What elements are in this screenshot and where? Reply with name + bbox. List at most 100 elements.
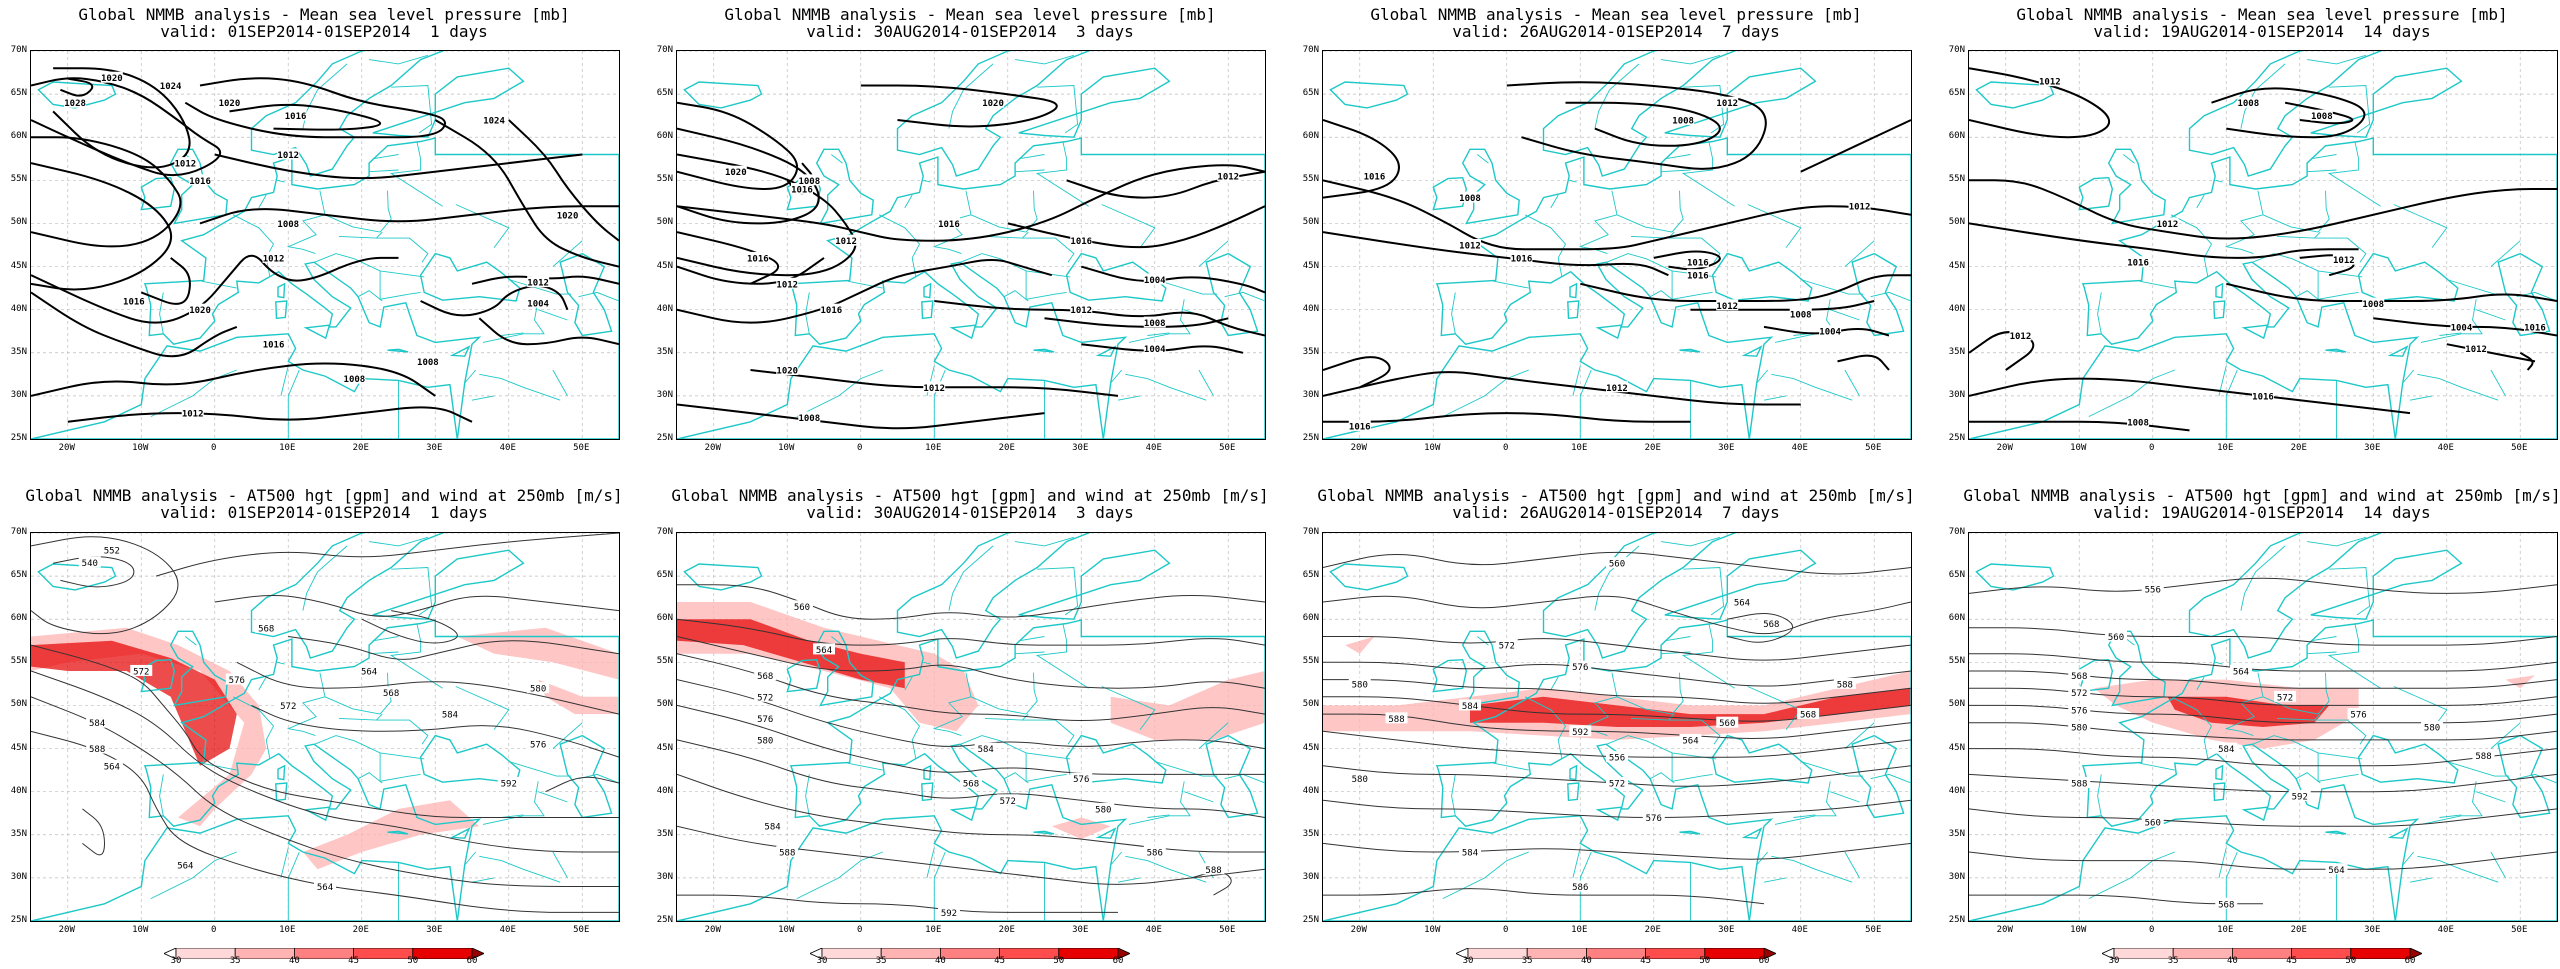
country-border [2417, 373, 2499, 401]
country-border [1763, 395, 1787, 401]
latitude-label: 40N [656, 303, 673, 314]
z500-panel: Global NMMB analysis - AT500 hgt [gpm] a… [1292, 0, 1940, 966]
country-border [2170, 214, 2213, 277]
isobar-line [1653, 250, 1721, 271]
latitude-label: 55N [1948, 174, 1965, 185]
contour-label-bg [1459, 239, 1481, 250]
height-contour-label: 588 [779, 849, 795, 859]
country-border [552, 851, 568, 879]
isobar-label: 1012 [776, 280, 798, 290]
contour-label-bg [1716, 96, 1739, 108]
coastline [2215, 764, 2224, 781]
isobar-label: 1008 [1790, 310, 1812, 320]
country-border [464, 369, 477, 384]
country-border [1025, 672, 1038, 715]
country-border [578, 291, 619, 302]
latitude-label: 50N [1948, 699, 1965, 710]
longitude-label: 0 [857, 443, 863, 453]
country-border [1035, 623, 1089, 689]
isobar-label: 1004 [527, 299, 549, 309]
coastline [169, 148, 228, 225]
country-border [847, 280, 883, 289]
coastline [1542, 51, 1737, 177]
colorbar-label: 35 [2167, 956, 2179, 966]
isobar-label: 1020 [219, 99, 241, 109]
longitude-label: 50E [1219, 443, 1236, 453]
country-border [2215, 179, 2223, 183]
longitude-label: 40E [2437, 925, 2454, 935]
longitude-label: 20E [998, 925, 1015, 935]
latitude-label: 40N [656, 785, 673, 796]
panel-title: Global NMMB analysis - AT500 hgt [gpm] a… [671, 486, 1269, 505]
contour-label-bg [2472, 749, 2495, 761]
panel-valid-period: valid: 01SEP2014-01SEP2014 1 days [160, 503, 488, 522]
country-border [1128, 781, 1191, 825]
height-contour-label: 592 [2292, 792, 2308, 802]
contour-label-bg [1686, 256, 1709, 268]
isobar-line [140, 257, 191, 305]
height-contour-line [1969, 748, 2557, 767]
country-border [2307, 54, 2367, 65]
contour-label-bg [1569, 660, 1592, 672]
country-border [2314, 237, 2367, 263]
country-border [482, 781, 545, 825]
country-border [479, 373, 561, 401]
country-border [1198, 722, 1229, 749]
contour-label-bg [1217, 170, 1240, 182]
longitude-label: 20W [704, 443, 721, 453]
contour-label-bg [754, 712, 777, 724]
jet-core-shading [31, 640, 237, 766]
coastline [140, 658, 176, 693]
contour-label-bg [1070, 772, 1093, 784]
isobar-label: 1012 [2333, 256, 2355, 266]
country-border [376, 237, 429, 263]
height-contour-label: 572 [1609, 780, 1625, 790]
height-contour-label: 584 [1462, 849, 1478, 859]
coastline [2325, 830, 2347, 835]
height-contour-label: 588 [1205, 866, 1221, 876]
contour-label-bg [776, 364, 799, 376]
country-border [2123, 154, 2135, 164]
colorbar-label: 60 [1112, 956, 1124, 966]
country-border [391, 85, 433, 134]
contour-label-bg [2038, 75, 2061, 87]
longitude-label: 20E [352, 443, 369, 453]
country-border [501, 332, 524, 336]
contour-label-bg [130, 664, 153, 676]
coastline [896, 533, 1091, 659]
height-contour-label: 584 [764, 823, 780, 833]
isobar-line [31, 362, 436, 397]
coastline [1851, 252, 1905, 337]
contour-label-bg [2237, 96, 2260, 108]
country-border [389, 141, 443, 207]
country-border [1018, 154, 1045, 160]
height-contour-label: 580 [2071, 724, 2087, 734]
isobar-line [478, 317, 619, 346]
colorbar-label: 45 [994, 956, 1006, 966]
country-border [1701, 291, 1713, 295]
height-contour-line [1969, 851, 2557, 870]
height-contour-line [1969, 687, 2557, 706]
isobar-label: 1012 [527, 279, 549, 289]
country-border [1579, 851, 1592, 921]
height-contour-label: 568 [757, 672, 773, 682]
coastline [2241, 324, 2269, 340]
contour-label-bg [1092, 802, 1115, 814]
map-area: 1020 1024 1028 1012 1016 1020 1016 1012 1008 1012… [30, 50, 620, 440]
country-border [2225, 369, 2238, 439]
country-border [2307, 651, 2337, 655]
country-border [1147, 814, 1170, 818]
coastline [277, 282, 286, 299]
country-border [1649, 772, 1675, 784]
contour-label-bg [225, 673, 248, 685]
country-border [2196, 676, 2205, 691]
isobar-label: 1012 [263, 254, 285, 264]
contour-label-bg [1070, 234, 1093, 246]
country-border [552, 722, 583, 749]
isobar-line [1969, 420, 2190, 432]
contour-label-bg [174, 157, 197, 169]
country-border [948, 545, 994, 611]
coastline [143, 619, 619, 921]
longitude-label: 50E [1219, 925, 1236, 935]
country-border [2240, 545, 2286, 611]
